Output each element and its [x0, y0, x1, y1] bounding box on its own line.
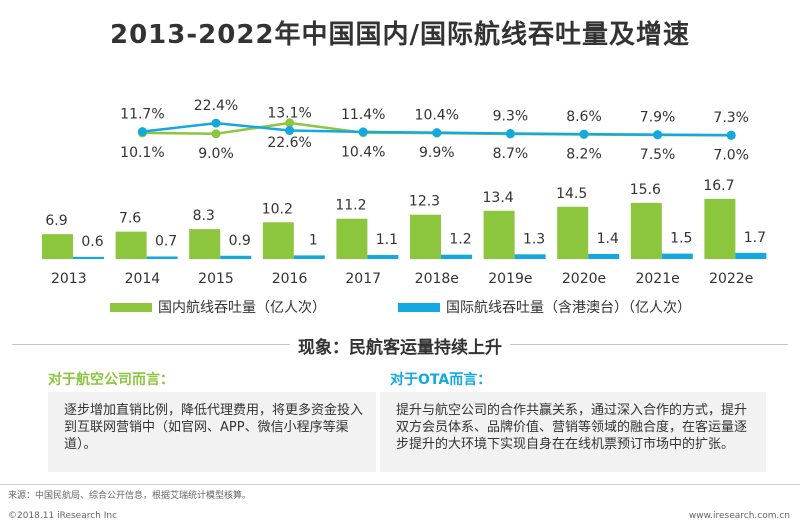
legend-swatch-domestic: [110, 302, 152, 312]
data-label-international: 1.5: [670, 231, 692, 247]
data-label-domestic: 10.2: [262, 201, 293, 217]
data-label-international: 1.2: [449, 232, 471, 248]
ota-text: 提升与航空公司的合作共赢关系，通过深入合作的方式，提升双方会员体系、品牌价值、营…: [396, 403, 748, 452]
bar-international: [293, 255, 325, 259]
growth-label-international: 13.1%: [267, 106, 311, 122]
x-tick-label: 2022e: [709, 271, 753, 287]
data-label-domestic: 6.9: [45, 213, 67, 229]
bar-international: [514, 254, 546, 259]
bar-line-chart: 6.9 0.6 2013 7.6 0.7 2014 8.3 0.9 2015 10.2 1 2016 1…: [42, 98, 767, 287]
growth-label-international: 11.7%: [120, 107, 164, 123]
bar-international: [146, 256, 178, 259]
growth-label-international: 7.9%: [640, 110, 676, 126]
data-label-international: 1.7: [744, 230, 766, 246]
bar-international: [73, 256, 104, 259]
growth-point-domestic: [285, 118, 295, 128]
x-tick-label: 2018e: [415, 271, 459, 287]
ota-box: 提升与航空公司的合作共赢关系，通过深入合作的方式，提升双方会员体系、品牌价值、营…: [380, 392, 766, 472]
data-label-international: 1: [309, 232, 318, 248]
legend-swatch-international: [398, 302, 440, 312]
growth-point-international: [505, 129, 515, 139]
x-tick-label: 2019e: [488, 271, 532, 287]
ota-heading: 对于OTA而言：: [390, 372, 492, 388]
growth-label-domestic: 7.5%: [640, 147, 676, 163]
growth-label-domestic: 8.7%: [493, 146, 529, 162]
data-label-domestic: 7.6: [119, 211, 141, 227]
data-label-domestic: 13.4: [483, 190, 514, 206]
growth-point-international: [726, 130, 736, 140]
copyright: ©2018.11 iResearch Inc: [8, 511, 118, 521]
x-tick-label: 2020e: [562, 271, 606, 287]
x-tick-label: 2013: [51, 271, 87, 287]
data-label-international: 1.4: [597, 231, 619, 247]
legend-international: 国际航线吞吐量（含港澳台）（亿人次）: [398, 297, 691, 317]
growth-point-international: [137, 127, 147, 137]
phenomenon-title-wrap: 现象：民航客运量持续上升: [0, 333, 800, 358]
growth-label-international: 8.6%: [566, 109, 602, 125]
bar-international: [735, 252, 767, 259]
legend-label-domestic: 国内航线吞吐量（亿人次）: [158, 300, 326, 316]
growth-label-international: 22.4%: [194, 98, 238, 114]
bar-domestic: [42, 234, 73, 259]
footer-divider: [0, 484, 800, 485]
bar-domestic: [410, 214, 441, 259]
bar-domestic: [262, 222, 294, 259]
growth-label-domestic: 8.2%: [566, 146, 602, 162]
growth-point-international: [653, 130, 663, 140]
legend-domestic: 国内航线吞吐量（亿人次）: [110, 297, 326, 317]
bar-international: [220, 255, 252, 259]
airline-text: 逐步增加直销比例，降低代理费用，将更多资金投入到互联网营销中（如官网、APP、微…: [64, 403, 364, 452]
bar-domestic: [189, 229, 221, 259]
bar-international: [367, 255, 399, 259]
data-label-international: 1.3: [523, 231, 545, 247]
growth-label-domestic: 22.6%: [267, 135, 311, 151]
data-label-domestic: 11.2: [335, 198, 366, 214]
bar-international: [588, 253, 620, 259]
website-url: www.iresearch.com.cn: [688, 511, 790, 521]
data-label-domestic: 15.6: [630, 182, 661, 198]
data-label-domestic: 12.3: [409, 194, 440, 210]
growth-label-international: 7.3%: [713, 110, 749, 126]
airline-heading: 对于航空公司而言：: [48, 372, 174, 388]
data-label-international: 1.1: [376, 232, 398, 248]
data-label-domestic: 16.7: [703, 178, 734, 194]
data-label-international: 0.9: [229, 233, 251, 249]
growth-label-international: 9.3%: [493, 109, 529, 125]
bar-domestic: [336, 218, 368, 259]
x-tick-label: 2016: [272, 271, 308, 287]
x-tick-label: 2015: [198, 271, 234, 287]
bar-domestic: [115, 231, 147, 259]
x-tick-label: 2021e: [635, 271, 679, 287]
growth-label-domestic: 10.4%: [341, 145, 385, 161]
phenomenon-title: 现象：民航客运量持续上升: [290, 338, 510, 358]
bar-domestic: [557, 206, 589, 259]
data-label-domestic: 14.5: [556, 186, 587, 202]
growth-point-international: [579, 129, 589, 139]
bar-international: [661, 253, 693, 259]
bar-domestic: [630, 202, 662, 259]
x-tick-label: 2017: [345, 271, 381, 287]
bar-domestic: [483, 210, 515, 259]
growth-label-international: 10.4%: [415, 108, 459, 124]
source-note: 来源：中国民航局、综合公开信息，根据艾瑞统计模型核算。: [8, 491, 252, 501]
data-label-international: 0.6: [81, 234, 103, 250]
legend-label-international: 国际航线吞吐量（含港澳台）（亿人次）: [446, 300, 691, 316]
growth-label-domestic: 9.9%: [419, 145, 455, 161]
data-label-international: 0.7: [155, 233, 177, 249]
growth-label-domestic: 7.0%: [713, 147, 749, 163]
x-tick-label: 2014: [125, 271, 161, 287]
data-label-domestic: 8.3: [193, 208, 215, 224]
growth-label-domestic: 9.0%: [198, 146, 234, 162]
bar-domestic: [704, 198, 736, 259]
bar-international: [441, 254, 472, 259]
growth-point-international: [358, 127, 368, 137]
growth-point-international: [211, 118, 221, 128]
growth-point-international: [285, 126, 295, 136]
growth-point-international: [432, 128, 442, 138]
page-title: 2013-2022年中国国内/国际航线吞吐量及增速: [109, 20, 690, 50]
growth-point-domestic: [211, 129, 221, 139]
growth-label-domestic: 10.1%: [120, 145, 164, 161]
growth-label-international: 11.4%: [341, 107, 385, 123]
airline-box: 逐步增加直销比例，降低代理费用，将更多资金投入到互联网营销中（如官网、APP、微…: [48, 392, 376, 472]
